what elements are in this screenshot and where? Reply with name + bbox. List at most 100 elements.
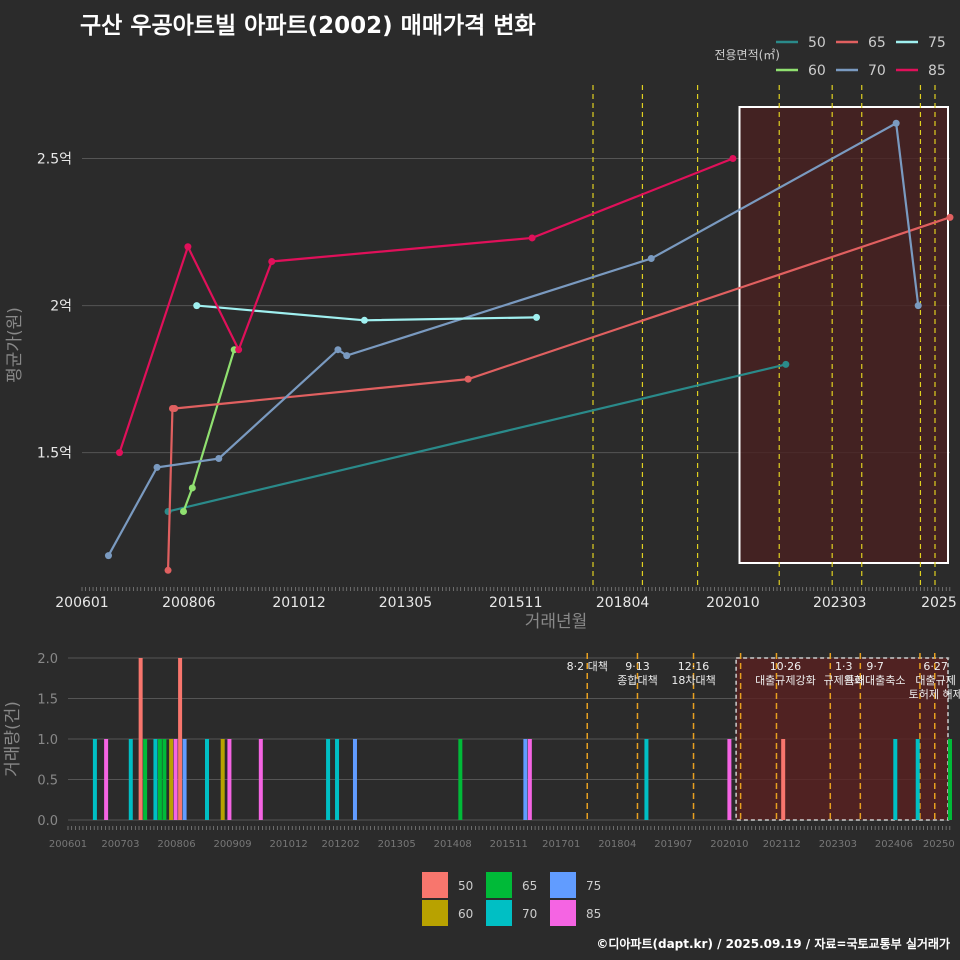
bar-x-tick-label: 202112 <box>763 839 801 850</box>
data-point-70 <box>343 352 351 360</box>
bar-x-tick-label: 201305 <box>378 839 416 850</box>
bar-legend-key-65 <box>486 872 512 898</box>
bar-85 <box>104 739 109 820</box>
x-tick-label: 202303 <box>813 595 866 611</box>
bar-65 <box>143 739 148 820</box>
bar-legend-label-85: 85 <box>586 907 601 921</box>
policy-annotation: 종합대책 <box>617 674 657 687</box>
bar-legend-key-75 <box>550 872 576 898</box>
bar-75 <box>352 739 357 820</box>
data-point-70 <box>647 255 655 263</box>
bar-x-tick-label: 201701 <box>542 839 580 850</box>
source-caption: ©디아파트(dapt.kr) / 2025.09.19 / 자료=국토교통부 실… <box>596 937 950 951</box>
data-point-75 <box>533 313 541 321</box>
y-tick-label: 1.5억 <box>37 446 72 462</box>
x-tick-label: 201012 <box>272 595 325 611</box>
data-point-65 <box>946 213 954 221</box>
bar-legend-key-70 <box>486 900 512 926</box>
data-point-70 <box>104 552 112 560</box>
highlight-period-box <box>738 106 950 564</box>
data-point-60 <box>179 507 187 515</box>
bar-85 <box>227 739 232 820</box>
y-tick-label: 2억 <box>50 299 72 315</box>
policy-annotation: 9·7 <box>866 660 884 673</box>
policy-annotation: 9·13 <box>625 660 650 673</box>
data-point-85 <box>184 243 192 251</box>
policy-annotation: 규제완화 <box>823 674 863 687</box>
bar-x-tick-label: 200806 <box>157 839 195 850</box>
bar-85 <box>173 739 178 820</box>
bar-legend-label-75: 75 <box>586 879 601 893</box>
data-point-85 <box>268 257 276 265</box>
bar-70 <box>205 739 210 820</box>
series-line-85 <box>118 157 734 453</box>
data-point-85 <box>528 234 536 242</box>
x-tick-label: 200601 <box>55 595 108 611</box>
bar-legend-key-50 <box>422 872 448 898</box>
policy-annotation: 12·16 <box>678 660 710 673</box>
bar-y-tick-label: 2.0 <box>37 652 58 667</box>
data-point-75 <box>360 316 368 324</box>
bar-x-tick-label: 202010 <box>710 839 748 850</box>
chart-title: 구산 우공아트빌 아파트(2002) 매매가격 변화 <box>80 13 536 39</box>
x-tick-label: 201511 <box>489 595 542 611</box>
bar-85 <box>258 739 263 820</box>
bar-70 <box>153 739 158 820</box>
policy-annotation: 토허제 해제 <box>909 687 960 701</box>
bar-70 <box>92 739 97 820</box>
bar-85 <box>527 739 532 820</box>
data-point-65 <box>171 405 179 413</box>
bar-75 <box>523 739 528 820</box>
bar-x-tick-label: 202303 <box>819 839 857 850</box>
legend-label-70: 70 <box>868 63 886 79</box>
bar-x-tick-label: 200909 <box>213 839 251 850</box>
x-tick-label: 201305 <box>379 595 432 611</box>
bar-60 <box>169 739 174 820</box>
bar-x-tick-label: 200601 <box>49 839 87 850</box>
bar-legend-key-85 <box>550 900 576 926</box>
bar-50 <box>178 658 183 820</box>
bar-65 <box>157 739 162 820</box>
data-point-70 <box>153 463 161 471</box>
bar-70 <box>335 739 340 820</box>
data-point-85 <box>116 449 124 457</box>
bar-legend-key-60 <box>422 900 448 926</box>
policy-annotation: 8·2 대책 <box>567 660 608 673</box>
bar-legend-label-60: 60 <box>458 907 473 921</box>
policy-annotation: 대출규제 <box>915 674 955 687</box>
bar-x-tick-label: 201511 <box>490 839 528 850</box>
data-point-70 <box>914 302 922 310</box>
x-tick-label: 201804 <box>596 595 650 611</box>
data-point-75 <box>193 302 201 310</box>
bar-x-tick-label: 201202 <box>322 839 360 850</box>
data-point-70 <box>892 119 900 127</box>
y-tick-label: 2.5억 <box>37 152 72 168</box>
bar-legend-label-50: 50 <box>458 879 473 893</box>
legend-label-85: 85 <box>928 63 946 79</box>
bar-75 <box>182 739 187 820</box>
series-line-70 <box>107 121 920 557</box>
data-point-85 <box>235 346 243 354</box>
policy-annotation: 6·27 <box>923 660 948 673</box>
bar-x-tick-label: 201907 <box>654 839 692 850</box>
legend-title: 전용면적(㎡) <box>714 48 780 62</box>
legend-label-60: 60 <box>808 63 826 79</box>
series-line-50 <box>167 363 787 513</box>
bar-65 <box>458 739 463 820</box>
data-point-60 <box>188 484 196 492</box>
x-axis-title: 거래년월 <box>525 612 588 632</box>
bar-65 <box>948 739 952 820</box>
bar-legend-label-65: 65 <box>522 879 537 893</box>
x-tick-label: 2025 <box>921 595 957 611</box>
bar-70 <box>915 739 920 820</box>
bar-65 <box>162 739 167 820</box>
bar-x-tick-label: 20250 <box>923 839 955 850</box>
bar-highlight-period-box <box>735 657 949 821</box>
bar-x-tick-label: 200703 <box>101 839 139 850</box>
policy-annotation: 18차대책 <box>671 674 715 687</box>
legend-label-75: 75 <box>928 35 946 51</box>
bar-x-tick-label: 201804 <box>598 839 636 850</box>
data-point-65 <box>464 375 472 383</box>
bar-50 <box>138 658 143 820</box>
bar-y-tick-label: 1.5 <box>37 693 58 708</box>
